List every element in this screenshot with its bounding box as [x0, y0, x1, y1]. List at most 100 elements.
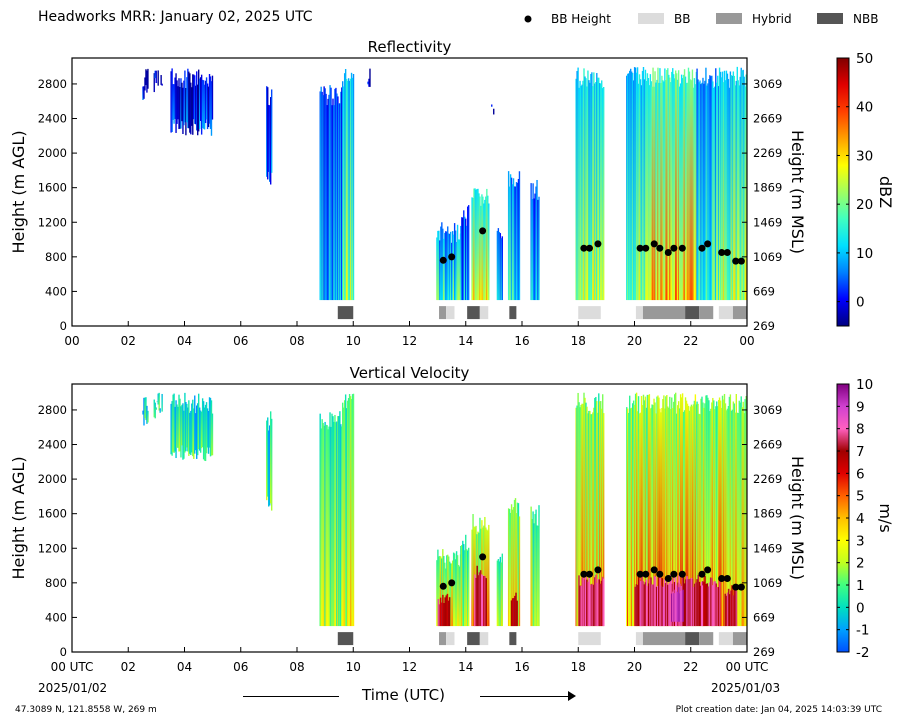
- echo-stripe: [666, 69, 668, 301]
- echo-stripe: [508, 186, 511, 301]
- echo-stripe: [631, 403, 634, 627]
- echo-stripe: [721, 395, 724, 627]
- x-arrow-head-icon: [568, 691, 576, 701]
- echo-stripe: [599, 401, 601, 627]
- echo-stripe: [145, 69, 147, 86]
- echo-stripe: [269, 425, 271, 506]
- echo-stripe: [658, 397, 660, 627]
- echo-stripe: [626, 407, 628, 627]
- fall-core-stripe: [734, 587, 737, 627]
- echo-stripe: [740, 67, 742, 301]
- echo-stripe: [654, 71, 656, 301]
- fall-core-stripe: [700, 581, 703, 627]
- fall-core-stripe: [667, 584, 669, 627]
- colorbar-tick-label: 5: [856, 489, 865, 505]
- fall-core-stripe: [447, 600, 450, 627]
- echo-stripe: [642, 394, 645, 627]
- echo-stripe: [154, 402, 156, 419]
- bb-height-point: [594, 240, 602, 248]
- echo-stripe: [473, 188, 475, 301]
- echo-stripe: [448, 556, 450, 627]
- fall-core-stripe: [672, 591, 674, 622]
- echo-stripe: [711, 75, 713, 301]
- echo-stripe: [587, 413, 589, 627]
- fall-core-stripe: [690, 577, 693, 627]
- echo-stripe: [673, 401, 675, 627]
- echo-stripe: [462, 217, 464, 301]
- echo-stripe: [716, 82, 718, 301]
- x-tick-label: 22: [683, 660, 698, 674]
- y-tick-label: 2800: [38, 77, 67, 91]
- echo-stripe: [737, 80, 739, 301]
- echo-stripe: [330, 426, 332, 627]
- fall-core-stripe: [696, 579, 698, 627]
- echo-stripe: [439, 240, 441, 301]
- x-tick-label: 10: [346, 660, 361, 674]
- echo-stripe: [143, 397, 145, 426]
- fall-core-stripe: [705, 583, 707, 627]
- echo-stripe: [653, 86, 655, 301]
- fall-core-stripe: [735, 590, 738, 627]
- fall-core-stripe: [714, 581, 716, 627]
- echo-stripe: [451, 560, 454, 627]
- echo-stripe: [344, 69, 347, 301]
- echo-stripe: [266, 86, 268, 177]
- echo-stripe: [176, 80, 178, 124]
- bb-class-hybrid: [732, 632, 747, 646]
- bb-class-hybrid: [732, 306, 747, 320]
- fall-core-stripe: [590, 583, 593, 627]
- fall-core-stripe: [439, 597, 442, 627]
- y2-tick-label: 2669: [753, 112, 782, 126]
- colorbar-tick-label: 10: [856, 246, 873, 262]
- echo-stripe: [369, 68, 371, 87]
- echo-stripe: [595, 81, 597, 301]
- echo-stripe: [483, 203, 485, 301]
- y2-tick-label: 1069: [753, 250, 782, 264]
- echo-stripe: [451, 231, 454, 301]
- echo-stripe: [705, 395, 707, 627]
- fall-core-stripe: [695, 582, 697, 627]
- echo-stripe: [718, 399, 720, 627]
- echo-stripe: [533, 523, 535, 627]
- echo-stripe: [343, 73, 346, 301]
- echo-stripe: [159, 408, 161, 413]
- echo-stripe: [143, 86, 145, 99]
- x-tick-label: 16: [514, 660, 529, 674]
- echo-stripe: [462, 540, 464, 627]
- bb-height-point: [650, 566, 658, 574]
- fall-core-stripe: [601, 576, 604, 627]
- echo-stripe: [194, 395, 196, 454]
- echo-stripe: [174, 77, 176, 119]
- echo-stripe: [207, 410, 210, 454]
- echo-stripe: [683, 410, 686, 627]
- echo-stripe: [190, 410, 192, 456]
- echo-stripe: [498, 561, 501, 627]
- echo-stripe: [708, 79, 710, 301]
- echo-stripe: [686, 403, 689, 627]
- echo-stripe: [691, 69, 694, 301]
- echo-stripe: [593, 72, 595, 301]
- echo-stripe: [643, 79, 646, 301]
- echo-stripe: [512, 178, 515, 301]
- fall-core-stripe: [658, 577, 660, 627]
- echo-stripe: [639, 79, 642, 301]
- echo-stripe: [173, 393, 175, 453]
- echo-stripe: [664, 68, 666, 301]
- echo-stripe: [484, 516, 486, 627]
- bb-class-bb: [718, 632, 733, 646]
- x-tick-label: 20: [627, 660, 642, 674]
- echo-stripe: [454, 230, 457, 301]
- echo-stripe: [450, 231, 452, 301]
- echo-stripe: [198, 69, 200, 132]
- echo-stripe: [347, 398, 350, 627]
- echo-stripe: [336, 93, 338, 301]
- echo-stripe: [743, 413, 745, 627]
- fall-core-stripe: [479, 570, 482, 627]
- colorbar-tick-label: 1: [856, 578, 865, 594]
- bb-class-bb: [635, 306, 643, 320]
- echo-stripe: [658, 82, 660, 301]
- echo-stripe: [173, 84, 175, 124]
- creation-date-text: Plot creation date: Jan 04, 2025 14:03:3…: [675, 705, 882, 715]
- fall-core-stripe: [717, 587, 720, 627]
- echo-stripe: [442, 228, 444, 301]
